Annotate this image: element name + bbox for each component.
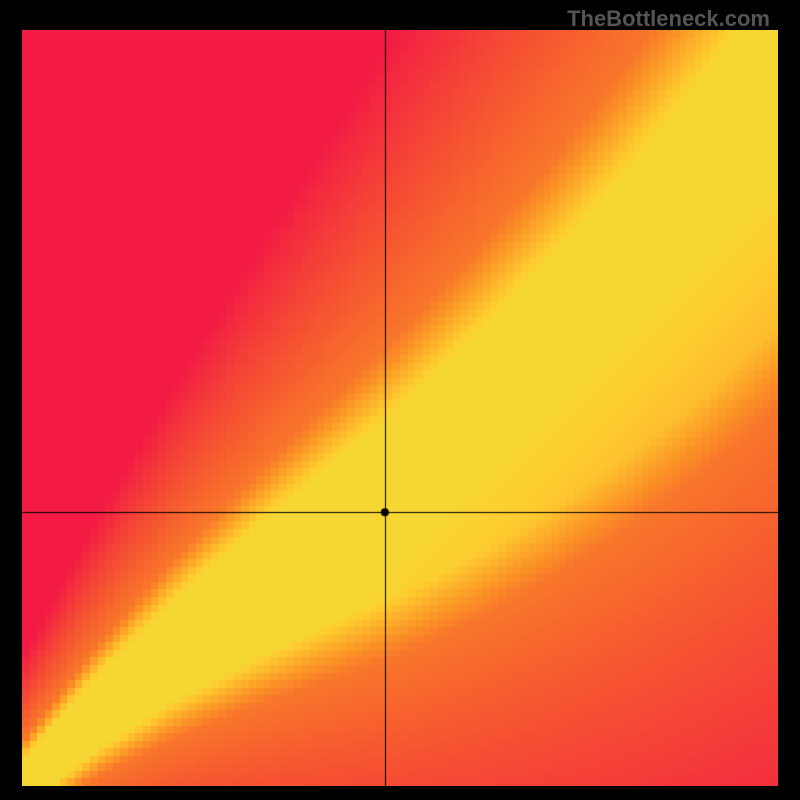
watermark-text: TheBottleneck.com [567,6,770,32]
bottleneck-heatmap [22,30,778,786]
chart-container: TheBottleneck.com [0,0,800,800]
